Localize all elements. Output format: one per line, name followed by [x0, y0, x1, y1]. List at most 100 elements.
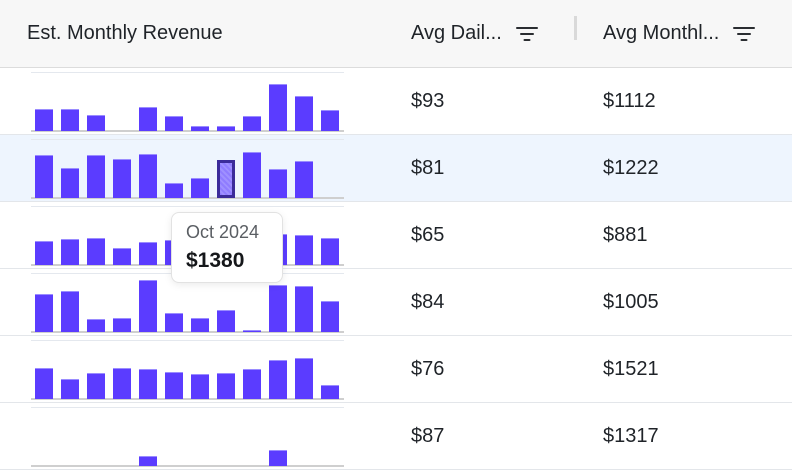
- sparkline-bar[interactable]: [139, 154, 157, 198]
- sparkline-bar[interactable]: [113, 248, 131, 265]
- table-row[interactable]: $65 $881: [0, 202, 792, 269]
- sparkline-bar[interactable]: [113, 159, 131, 198]
- sparkline-bar[interactable]: [165, 116, 183, 131]
- sparkline-bar[interactable]: [139, 107, 157, 131]
- sparkline-bar[interactable]: [61, 109, 79, 131]
- sparkline-gridline: [31, 139, 344, 140]
- sparkline-bar[interactable]: [269, 360, 287, 399]
- avg-daily-cell: $81: [411, 156, 445, 179]
- sparkline-bar[interactable]: [61, 239, 79, 265]
- sparkline-bar[interactable]: [35, 294, 53, 332]
- sparkline-baseline: [31, 331, 344, 333]
- sparkline-bar[interactable]: [191, 178, 209, 198]
- column-header-avg-monthly[interactable]: Avg Monthl...: [603, 0, 756, 67]
- sparkline-bar[interactable]: [243, 116, 261, 131]
- filter-icon[interactable]: [515, 26, 538, 42]
- sparkline-bar[interactable]: [321, 301, 339, 332]
- avg-monthly-cell: $1317: [603, 424, 659, 447]
- sparkline-baseline: [31, 465, 344, 467]
- column-header-label: Avg Monthl...: [603, 22, 720, 44]
- sparkline-bar[interactable]: [295, 96, 313, 131]
- sparkline-bar[interactable]: [191, 318, 209, 332]
- sparkline-baseline: [31, 398, 344, 400]
- sparkline-bar[interactable]: [321, 385, 339, 399]
- avg-daily-cell: $87: [411, 424, 445, 447]
- sparkline-bar[interactable]: [243, 330, 261, 332]
- sparkline-bar[interactable]: [217, 373, 235, 399]
- tooltip-month: Oct 2024: [186, 222, 260, 242]
- sparkline-bar[interactable]: [191, 126, 209, 131]
- sparkline-bar[interactable]: [321, 238, 339, 265]
- filter-icon[interactable]: [733, 26, 756, 42]
- sparkline-gridline: [31, 72, 344, 73]
- revenue-sparkline: [31, 139, 344, 199]
- sparkline-baseline: [31, 197, 344, 199]
- sparkline-baseline: [31, 130, 344, 132]
- chart-tooltip: Oct 2024 $1380: [171, 212, 283, 283]
- table-header: Est. Monthly Revenue Avg Dail... Avg Mon…: [0, 0, 792, 68]
- sparkline-bar[interactable]: [87, 115, 105, 131]
- sparkline-bar[interactable]: [165, 313, 183, 332]
- sparkline-bar[interactable]: [35, 109, 53, 131]
- sparkline-bar[interactable]: [269, 169, 287, 198]
- sparkline-bar[interactable]: [243, 152, 261, 198]
- table-row[interactable]: $84 $1005: [0, 269, 792, 336]
- sparkline-bar[interactable]: [35, 241, 53, 265]
- avg-monthly-cell: $881: [603, 223, 648, 246]
- sparkline-bar[interactable]: [269, 84, 287, 131]
- tooltip-value: $1380: [186, 249, 245, 272]
- sparkline-bar[interactable]: [87, 373, 105, 399]
- sparkline-bar[interactable]: [87, 155, 105, 198]
- sparkline-bar[interactable]: [295, 235, 313, 265]
- sparkline-bar[interactable]: [243, 369, 261, 399]
- sparkline-bar[interactable]: [295, 286, 313, 332]
- sparkline-bar[interactable]: [113, 318, 131, 332]
- sparkline-bar[interactable]: [35, 155, 53, 198]
- sparkline-gridline: [31, 407, 344, 408]
- avg-monthly-cell: $1112: [603, 89, 656, 112]
- avg-daily-cell: $76: [411, 357, 445, 380]
- sparkline-bar[interactable]: [165, 372, 183, 399]
- sparkline-bar[interactable]: [295, 358, 313, 399]
- sparkline-bar[interactable]: [269, 285, 287, 332]
- sparkline-bar[interactable]: [139, 242, 157, 265]
- sparkline-bar[interactable]: [113, 368, 131, 399]
- sparkline-bar[interactable]: [35, 368, 53, 399]
- table-row[interactable]: $76 $1521: [0, 336, 792, 403]
- sparkline-bar[interactable]: [61, 379, 79, 399]
- sparkline-bar[interactable]: [217, 160, 235, 198]
- table-row[interactable]: $81 $1222: [0, 135, 792, 202]
- revenue-sparkline: [31, 72, 344, 132]
- avg-monthly-cell: $1521: [603, 357, 659, 380]
- revenue-sparkline: [31, 407, 344, 467]
- table-row[interactable]: $93 $1112: [0, 68, 792, 135]
- avg-daily-cell: $84: [411, 290, 445, 313]
- table-row[interactable]: $87 $1317: [0, 403, 792, 470]
- avg-monthly-cell: $1222: [603, 156, 659, 179]
- avg-monthly-cell: $1005: [603, 290, 659, 313]
- sparkline-bar[interactable]: [269, 450, 287, 466]
- column-header-avg-daily[interactable]: Avg Dail...: [411, 0, 538, 67]
- sparkline-bar[interactable]: [61, 168, 79, 198]
- column-resize-handle[interactable]: [574, 16, 577, 40]
- sparkline-bar[interactable]: [61, 291, 79, 332]
- column-header-est-monthly-revenue[interactable]: Est. Monthly Revenue: [27, 0, 223, 67]
- sparkline-bar[interactable]: [139, 369, 157, 399]
- avg-daily-cell: $93: [411, 89, 445, 112]
- avg-daily-cell: $65: [411, 223, 445, 246]
- sparkline-bar[interactable]: [165, 183, 183, 198]
- sparkline-bar[interactable]: [139, 456, 157, 466]
- sparkline-bar[interactable]: [321, 110, 339, 131]
- sparkline-bar[interactable]: [139, 280, 157, 332]
- revenue-sparkline: [31, 340, 344, 400]
- column-header-label: Est. Monthly Revenue: [27, 22, 223, 44]
- sparkline-bar[interactable]: [87, 238, 105, 265]
- sparkline-bar[interactable]: [87, 319, 105, 332]
- sparkline-bar[interactable]: [217, 310, 235, 332]
- sparkline-bar[interactable]: [295, 161, 313, 198]
- sparkline-bar[interactable]: [217, 126, 235, 131]
- sparkline-gridline: [31, 206, 344, 207]
- column-header-label: Avg Dail...: [411, 22, 502, 44]
- sparkline-gridline: [31, 340, 344, 341]
- sparkline-bar[interactable]: [191, 374, 209, 399]
